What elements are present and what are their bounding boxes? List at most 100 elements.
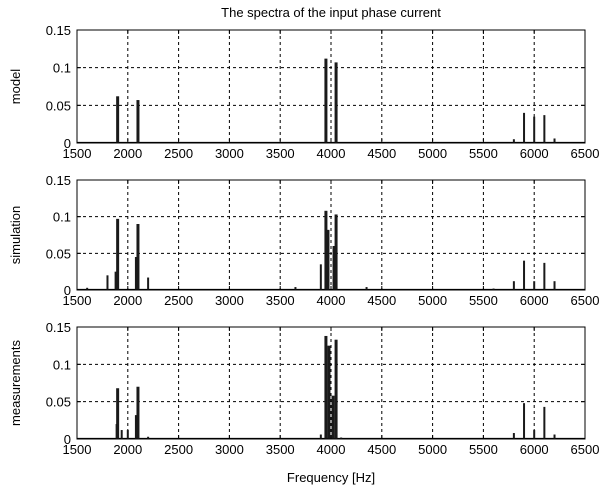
simulation-spectral-bar [86, 287, 89, 290]
model-x-tick-label: 6500 [571, 146, 600, 161]
simulation-x-tick-label: 3500 [266, 293, 295, 308]
measurements-spectral-bar [319, 434, 322, 439]
measurements-spectral-bar [126, 430, 129, 439]
measurements-spectral-bar [116, 388, 120, 439]
measurements-y-tick-label: 0.1 [53, 357, 71, 372]
simulation-x-tick-label: 3000 [215, 293, 244, 308]
simulation-x-tick-label: 2000 [113, 293, 142, 308]
measurements-spectral-bar [327, 345, 331, 439]
model-axes-frame [76, 29, 586, 144]
simulation-spectral-bar [319, 264, 322, 290]
measurements-spectral-bar [334, 339, 338, 439]
simulation-x-tick-label: 1500 [63, 293, 92, 308]
simulation-spectral-bar [523, 260, 526, 290]
model-spectral-bar [136, 100, 140, 143]
measurements-x-tick-label: 6500 [571, 442, 600, 457]
simulation-spectral-bar [116, 218, 120, 290]
measurements-spectral-bar [324, 335, 328, 439]
simulation-spectral-bar [334, 214, 338, 290]
measurements-spectral-bar [553, 434, 556, 439]
simulation-spectral-bar [114, 271, 117, 290]
model-x-tick-label: 2500 [164, 146, 193, 161]
measurements-y-axis-label: measurements [8, 340, 23, 426]
model-x-tick-label: 3500 [266, 146, 295, 161]
model-spectral-bar [523, 112, 526, 143]
model-y-tick-label: 0.1 [53, 61, 71, 76]
simulation-x-tick-label: 5500 [469, 293, 498, 308]
model-spectral-bar [533, 116, 536, 143]
measurements-spectral-bar [523, 403, 526, 439]
measurements-x-tick-label: 1500 [63, 442, 92, 457]
simulation-y-tick-label: 0.1 [53, 210, 71, 225]
simulation-x-tick-label: 5000 [418, 293, 447, 308]
measurements-y-tick-label: 0 [64, 432, 71, 447]
simulation-spectral-bar [106, 275, 109, 290]
simulation-x-tick-label: 4500 [367, 293, 396, 308]
model-spectral-bar [116, 96, 120, 143]
measurements-x-tick-label: 5500 [469, 442, 498, 457]
model-y-tick-label: 0.15 [46, 23, 71, 38]
measurements-x-tick-label: 3000 [215, 442, 244, 457]
measurements-x-tick-label: 4000 [317, 442, 346, 457]
measurements-spectral-bar [136, 386, 140, 439]
simulation-spectral-bar [326, 229, 330, 290]
simulation-axes-frame [76, 179, 586, 291]
measurements-spectral-bar [147, 436, 150, 439]
measurements-spectral-bar [331, 395, 335, 439]
figure-title: The spectra of the input phase current [221, 5, 441, 20]
simulation-spectral-bar [553, 281, 556, 290]
model-spectral-bar [324, 58, 328, 144]
simulation-x-tick-label: 4000 [317, 293, 346, 308]
model-x-tick-label: 6000 [520, 146, 549, 161]
measurements-spectral-bar [533, 430, 536, 439]
measurements-x-tick-label: 5000 [418, 442, 447, 457]
measurements-panel: 1500 2000 2500 3000 3500 4000 4500 5000 5500 6000… [8, 320, 599, 457]
model-x-tick-label: 4500 [367, 146, 396, 161]
measurements-x-tick-label: 3500 [266, 442, 295, 457]
simulation-spectral-bar [332, 246, 336, 290]
simulation-spectral-bar [512, 281, 515, 290]
measurements-spectral-bar [512, 433, 515, 439]
measurements-y-tick-label: 0.15 [46, 320, 71, 335]
model-spectral-bar [512, 139, 515, 143]
simulation-y-tick-label: 0.15 [46, 173, 71, 188]
model-spectral-bar [553, 138, 556, 143]
simulation-y-axis-label: simulation [8, 206, 23, 265]
model-x-tick-label: 2000 [113, 146, 142, 161]
measurements-spectral-bar [340, 437, 343, 439]
model-y-tick-label: 0.05 [46, 98, 71, 113]
model-spectral-bar [543, 115, 546, 143]
measurements-spectral-bar [120, 430, 123, 439]
model-x-tick-label: 3000 [215, 146, 244, 161]
measurements-x-tick-label: 2500 [164, 442, 193, 457]
model-x-tick-label: 5000 [418, 146, 447, 161]
simulation-spectral-bar [492, 288, 495, 290]
simulation-y-tick-label: 0.05 [46, 246, 71, 261]
measurements-x-tick-label: 6000 [520, 442, 549, 457]
measurements-y-tick-label: 0.05 [46, 395, 71, 410]
simulation-spectral-bar [134, 257, 137, 290]
simulation-spectral-bar [294, 287, 297, 290]
simulation-spectral-bar [533, 281, 536, 290]
simulation-x-tick-label: 2500 [164, 293, 193, 308]
model-panel: 1500 2000 2500 3000 3500 4000 4500 5000 5500 6000… [8, 23, 599, 161]
simulation-x-tick-label: 6500 [571, 293, 600, 308]
simulation-y-tick-label: 0 [64, 283, 71, 298]
model-y-tick-label: 0 [64, 136, 71, 151]
model-x-tick-label: 5500 [469, 146, 498, 161]
x-axis-label: Frequency [Hz] [287, 470, 375, 485]
simulation-spectral-bar [543, 262, 546, 290]
measurements-x-tick-label: 4500 [367, 442, 396, 457]
model-y-axis-label: model [8, 69, 23, 105]
simulation-spectral-bar [365, 287, 368, 290]
measurements-axes-frame [76, 326, 586, 440]
simulation-panel: 1500 2000 2500 3000 3500 4000 4500 5000 5500 6000… [8, 173, 599, 308]
measurements-spectral-bar [543, 406, 546, 439]
model-x-tick-label: 1500 [63, 146, 92, 161]
simulation-spectral-bar [147, 277, 150, 290]
measurements-x-tick-label: 2000 [113, 442, 142, 457]
simulation-x-tick-label: 6000 [520, 293, 549, 308]
measurements-spectral-bar [134, 415, 137, 439]
model-spectral-bar [334, 62, 338, 143]
